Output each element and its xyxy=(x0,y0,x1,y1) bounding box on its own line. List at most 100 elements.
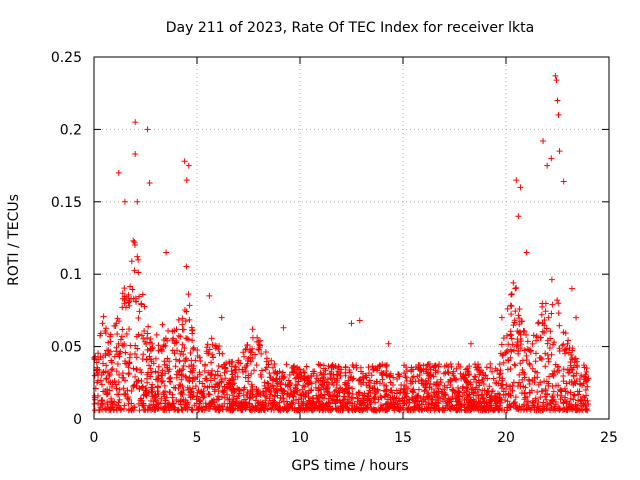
data-point xyxy=(155,373,162,380)
data-point xyxy=(240,368,247,375)
data-point xyxy=(466,363,473,370)
data-point xyxy=(103,376,110,383)
data-point xyxy=(583,406,590,413)
data-point xyxy=(129,405,136,412)
data-point xyxy=(448,363,455,370)
data-point xyxy=(180,326,187,333)
data-point xyxy=(513,177,520,184)
data-point xyxy=(379,376,386,383)
data-point xyxy=(508,303,515,310)
data-point xyxy=(549,301,556,308)
data-point xyxy=(571,392,578,399)
data-point xyxy=(561,347,568,354)
data-point xyxy=(465,391,472,398)
data-point xyxy=(453,394,460,401)
data-point xyxy=(103,362,110,369)
data-point xyxy=(128,295,135,302)
data-point xyxy=(422,381,429,388)
data-point xyxy=(99,400,106,407)
data-point xyxy=(309,395,316,402)
data-point xyxy=(277,394,284,401)
data-point xyxy=(224,391,231,398)
data-point xyxy=(453,365,460,372)
data-point xyxy=(545,358,552,365)
data-point xyxy=(380,369,387,376)
data-point xyxy=(210,354,217,361)
data-point xyxy=(119,290,126,297)
data-point xyxy=(495,407,502,414)
data-point xyxy=(346,396,353,403)
data-point xyxy=(476,382,483,389)
data-point xyxy=(208,383,215,390)
data-point xyxy=(568,285,575,292)
data-point xyxy=(277,381,284,388)
data-point xyxy=(150,360,157,367)
data-point xyxy=(395,371,402,378)
data-point xyxy=(325,399,332,406)
data-point xyxy=(513,343,520,350)
data-point xyxy=(548,310,555,317)
data-point xyxy=(198,388,205,395)
data-point xyxy=(584,383,591,390)
data-point xyxy=(582,397,588,404)
data-point xyxy=(365,370,372,377)
data-point xyxy=(514,328,521,335)
data-point xyxy=(257,342,264,349)
data-point xyxy=(269,364,276,371)
data-point xyxy=(271,361,278,368)
data-point xyxy=(102,350,109,357)
data-point xyxy=(132,350,139,357)
data-point xyxy=(534,389,541,396)
data-point xyxy=(167,378,174,385)
data-point xyxy=(337,372,344,379)
data-point xyxy=(556,148,563,155)
data-point xyxy=(297,391,304,398)
data-point xyxy=(356,376,363,383)
data-point xyxy=(254,390,261,397)
data-point xyxy=(322,402,329,409)
data-point xyxy=(479,392,486,399)
data-point xyxy=(123,331,130,338)
data-point xyxy=(204,384,211,391)
data-point xyxy=(147,373,154,380)
data-point xyxy=(138,332,145,339)
data-point xyxy=(520,369,527,376)
data-point xyxy=(95,371,102,378)
data-point xyxy=(534,402,541,409)
data-point xyxy=(568,355,575,362)
data-point xyxy=(392,399,399,406)
data-point xyxy=(509,341,516,348)
data-point xyxy=(103,325,110,332)
data-point xyxy=(273,370,280,377)
data-point xyxy=(97,332,104,339)
data-point xyxy=(498,341,505,348)
data-point xyxy=(290,366,297,373)
data-point xyxy=(560,372,567,379)
data-point xyxy=(577,380,584,387)
data-point xyxy=(106,351,113,358)
data-point xyxy=(213,396,220,403)
data-point xyxy=(467,340,474,347)
data-point xyxy=(252,404,259,411)
data-point xyxy=(175,332,182,339)
data-point xyxy=(327,406,334,413)
data-point xyxy=(410,404,417,411)
data-point xyxy=(569,406,576,413)
data-point xyxy=(403,400,410,407)
data-point xyxy=(529,340,536,347)
data-point xyxy=(508,332,515,339)
data-point xyxy=(264,379,271,386)
data-point xyxy=(175,316,182,323)
data-point xyxy=(415,364,422,371)
data-point xyxy=(535,319,542,326)
data-point xyxy=(349,407,356,414)
data-point xyxy=(558,392,565,399)
data-point xyxy=(387,370,394,377)
data-point xyxy=(230,396,237,403)
data-point xyxy=(152,368,159,375)
data-point xyxy=(562,346,569,353)
data-point xyxy=(561,406,568,413)
data-point xyxy=(130,382,137,389)
data-point xyxy=(478,376,485,383)
data-point xyxy=(365,404,372,411)
